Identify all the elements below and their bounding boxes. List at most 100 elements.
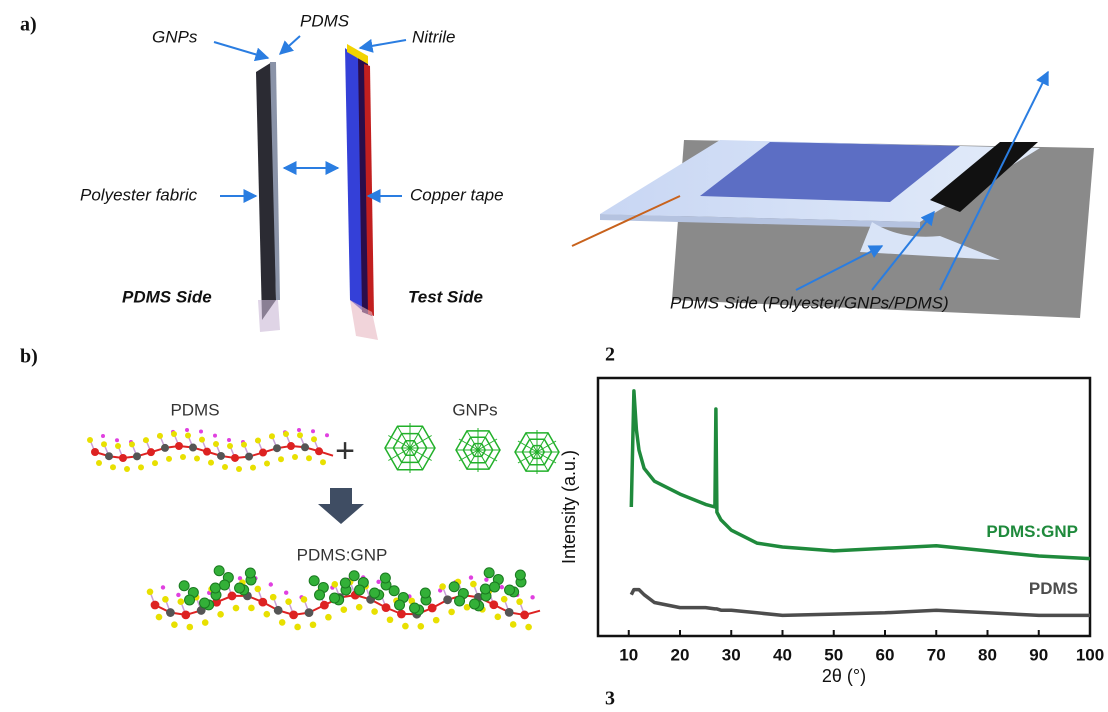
atom <box>236 466 242 472</box>
atom <box>176 593 180 597</box>
atom <box>283 431 289 437</box>
atom <box>208 460 214 466</box>
atom <box>227 443 233 449</box>
atom <box>254 586 261 593</box>
atom <box>96 460 102 466</box>
atom <box>287 442 295 450</box>
atom <box>255 438 261 444</box>
arrow <box>360 40 406 48</box>
atom <box>217 611 224 618</box>
atom <box>278 456 284 462</box>
atom <box>520 611 529 620</box>
graphene-atom <box>370 588 380 598</box>
graphene-atom <box>309 576 319 586</box>
atom <box>428 604 437 613</box>
graphene-atom <box>505 585 515 595</box>
atom <box>301 443 309 451</box>
atom <box>448 609 455 616</box>
x-tick-label: 10 <box>619 645 638 664</box>
atom <box>228 592 237 601</box>
atom <box>250 465 256 471</box>
atom <box>187 624 194 631</box>
atom <box>105 452 113 460</box>
graphene-atom <box>449 582 459 592</box>
atom <box>171 431 177 437</box>
graphene-atom <box>380 573 390 583</box>
x-tick-label: 20 <box>671 645 690 664</box>
graphene-atom <box>315 590 325 600</box>
atom <box>264 461 270 467</box>
atom <box>194 456 200 462</box>
atom <box>162 596 169 603</box>
atom <box>297 432 303 438</box>
graphene-atom <box>480 584 490 594</box>
atom <box>305 608 314 617</box>
atom <box>495 614 502 621</box>
atom <box>156 614 163 621</box>
atom <box>433 617 440 624</box>
atom <box>202 619 209 626</box>
graphene-atom <box>349 571 359 581</box>
atom <box>227 438 231 442</box>
atom <box>470 581 477 588</box>
atom <box>166 608 175 617</box>
atom <box>397 610 406 619</box>
annotation: 2 <box>605 344 615 366</box>
atom <box>264 611 271 618</box>
atom <box>161 444 169 452</box>
graphene-atom <box>515 570 525 580</box>
atom <box>185 428 189 432</box>
atom <box>152 460 158 466</box>
atom <box>285 598 292 605</box>
atom <box>233 605 240 612</box>
arrow <box>280 36 300 54</box>
atom <box>129 441 135 447</box>
atom <box>371 608 378 615</box>
graphene-atom <box>395 600 405 610</box>
label: GNPs <box>152 27 198 46</box>
atom <box>510 621 517 628</box>
atom <box>157 433 163 439</box>
atom <box>320 459 326 465</box>
graphene-atom <box>355 585 365 595</box>
atom <box>147 448 155 456</box>
atom <box>151 601 160 610</box>
atom <box>484 577 488 581</box>
plot-frame <box>598 378 1090 636</box>
atom <box>292 454 298 460</box>
atom <box>189 444 197 452</box>
atom <box>175 442 183 450</box>
graphene-atom <box>330 593 340 603</box>
x-axis-label: 2θ (°) <box>822 666 866 686</box>
x-tick-label: 70 <box>927 645 946 664</box>
atom <box>332 581 339 588</box>
x-tick-label: 80 <box>978 645 997 664</box>
x-tick-label: 30 <box>722 645 741 664</box>
graphene-atom <box>470 599 480 609</box>
x-tick-label: 90 <box>1029 645 1048 664</box>
atom <box>213 441 219 447</box>
atom <box>91 448 99 456</box>
graphene-atom <box>484 568 494 578</box>
y-axis-label: Intensity (a.u.) <box>559 450 579 564</box>
atom <box>501 596 508 603</box>
atom <box>341 606 348 613</box>
pdms-side-slab <box>256 62 280 332</box>
atom <box>161 585 165 589</box>
atom <box>376 580 380 584</box>
annotation: 3 <box>605 688 615 710</box>
atom <box>248 605 255 612</box>
graphene-atom <box>214 566 224 576</box>
atom <box>325 433 329 437</box>
atom <box>115 438 119 442</box>
atom <box>525 624 532 631</box>
atom <box>306 455 312 461</box>
graphene-atom <box>210 583 220 593</box>
atom <box>301 596 308 603</box>
atom <box>199 430 203 434</box>
down-arrow <box>318 488 364 524</box>
atom <box>101 441 107 447</box>
atom <box>505 608 514 617</box>
atom <box>273 444 281 452</box>
atom <box>245 453 253 461</box>
